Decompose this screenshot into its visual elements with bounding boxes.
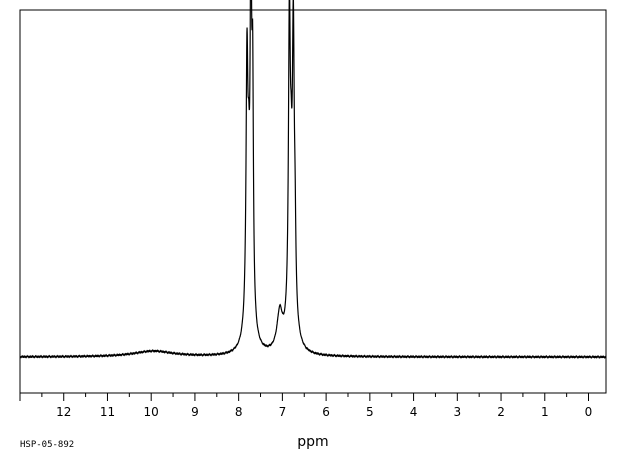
x-tick-label: 0: [585, 405, 593, 419]
x-tick-label: 6: [322, 405, 330, 419]
x-tick-label: 2: [497, 405, 505, 419]
sample-id-label: HSP-05-892: [20, 440, 74, 450]
x-tick-label: 7: [279, 405, 287, 419]
x-tick-label: 1: [541, 405, 549, 419]
x-tick-label: 5: [366, 405, 374, 419]
x-tick-label: 8: [235, 405, 243, 419]
x-tick-label: 12: [56, 405, 71, 419]
x-tick-label: 9: [191, 405, 199, 419]
x-axis-title: ppm: [297, 434, 328, 450]
x-tick-label: 10: [144, 405, 159, 419]
x-tick-label: 3: [453, 405, 461, 419]
spectrum-trace: [19, 0, 607, 360]
plot-frame: [19, 9, 607, 394]
x-axis-ticks: 12 11 10 9 8 7 6 5 4 3 2 1 0: [19, 393, 593, 419]
x-tick-label: 11: [100, 405, 115, 419]
x-tick-label: 4: [410, 405, 418, 419]
